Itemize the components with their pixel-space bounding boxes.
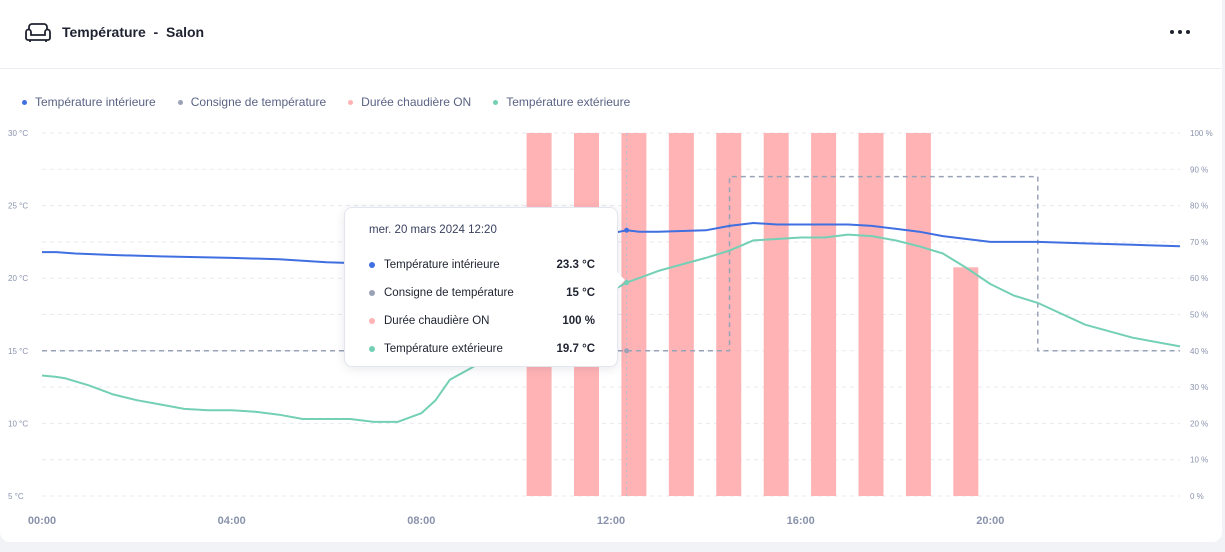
boiler-bar — [905, 133, 931, 496]
y-right-tick-label: 80 % — [1190, 202, 1208, 211]
x-tick-label: 00:00 — [28, 515, 56, 527]
y-right-tick-label: 40 % — [1190, 347, 1208, 356]
y-right-tick-label: 0 % — [1190, 492, 1204, 501]
boiler-bar — [858, 133, 884, 496]
legend-label: Température intérieure — [35, 95, 156, 109]
legend-dot-icon — [348, 99, 354, 105]
tooltip-row-exterior: Température extérieure 19.7 °C — [369, 341, 595, 357]
x-tick-label: 04:00 — [218, 515, 246, 527]
x-tick-label: 16:00 — [787, 515, 815, 527]
legend-item-interior[interactable]: Température intérieure — [22, 95, 156, 109]
tooltip-dot-icon — [369, 290, 375, 296]
x-tick-label: 08:00 — [407, 515, 435, 527]
y-left-tick-label: 10 °C — [8, 419, 28, 428]
tooltip-label: Durée chaudière ON — [384, 315, 490, 327]
tooltip-row-boiler: Durée chaudière ON 100 % — [369, 313, 595, 329]
y-left-tick-label: 15 °C — [8, 347, 28, 356]
y-left-tick-label: 25 °C — [8, 202, 28, 211]
tooltip-row-setpoint: Consigne de température 15 °C — [369, 285, 595, 301]
tooltip-dot-icon — [369, 318, 375, 324]
legend-dot-icon — [177, 99, 183, 105]
sofa-icon — [25, 23, 51, 42]
y-left-tick-label: 30 °C — [8, 129, 28, 138]
more-dot-icon — [1178, 30, 1182, 34]
more-dot-icon — [1186, 30, 1190, 34]
tooltip-label: Température extérieure — [384, 343, 503, 355]
legend-label: Durée chaudière ON — [361, 95, 472, 109]
series-line-interior — [42, 222, 1181, 267]
more-dot-icon — [1170, 30, 1174, 34]
tooltip-row-interior: Température intérieure 23.3 °C — [369, 257, 595, 273]
series-line-setpoint — [42, 175, 1180, 352]
hover-point-setpoint — [624, 348, 630, 354]
boiler-bar — [621, 133, 647, 496]
legend-label: Température extérieure — [506, 95, 631, 109]
tooltip-value: 100 % — [562, 315, 595, 327]
tooltip-value: 23.3 °C — [556, 259, 595, 271]
y-left-tick-label: 20 °C — [8, 274, 28, 283]
tooltip-value: 19.7 °C — [556, 343, 595, 355]
x-tick-label: 12:00 — [597, 515, 625, 527]
y-right-tick-label: 70 % — [1190, 238, 1208, 247]
boiler-bar — [811, 133, 837, 496]
tooltip-date: mer. 20 mars 2024 12:20 — [369, 224, 497, 236]
y-right-tick-label: 10 % — [1190, 456, 1208, 465]
legend-item-exterior[interactable]: Température extérieure — [493, 95, 630, 109]
card-header: Température - Salon — [0, 0, 1222, 69]
y-right-tick-label: 30 % — [1190, 383, 1208, 392]
y-right-tick-label: 100 % — [1190, 129, 1213, 138]
y-right-tick-label: 20 % — [1190, 419, 1208, 428]
y-right-tick-label: 50 % — [1190, 311, 1208, 320]
hover-point-interior — [624, 227, 630, 233]
tooltip-value: 15 °C — [566, 287, 595, 299]
y-left-tick-label: 5 °C — [8, 492, 24, 501]
chart-tooltip: mer. 20 mars 2024 12:20 Température inté… — [344, 207, 625, 367]
legend-item-boiler[interactable]: Durée chaudière ON — [348, 95, 471, 109]
legend-item-setpoint[interactable]: Consigne de température — [177, 95, 327, 109]
legend-dot-icon — [493, 99, 499, 105]
y-right-tick-label: 90 % — [1190, 165, 1208, 174]
legend-label: Consigne de température — [190, 95, 327, 109]
hover-point-exterior — [624, 280, 630, 286]
y-right-tick-label: 60 % — [1190, 274, 1208, 283]
tooltip-label: Température intérieure — [384, 259, 500, 271]
card-title: Température - Salon — [62, 24, 205, 40]
legend-dot-icon — [22, 99, 27, 105]
tooltip-dot-icon — [369, 346, 375, 352]
chart-legend: Température intérieure Consigne de tempé… — [22, 94, 652, 110]
temperature-card: Température - Salon Température intérieu… — [0, 0, 1222, 542]
boiler-bar — [668, 133, 694, 496]
boiler-bar — [953, 267, 979, 496]
boiler-bar — [763, 133, 789, 496]
more-options-button[interactable] — [1164, 20, 1196, 44]
x-tick-label: 20:00 — [976, 515, 1004, 527]
tooltip-label: Consigne de température — [384, 287, 514, 299]
tooltip-dot-icon — [369, 262, 375, 268]
